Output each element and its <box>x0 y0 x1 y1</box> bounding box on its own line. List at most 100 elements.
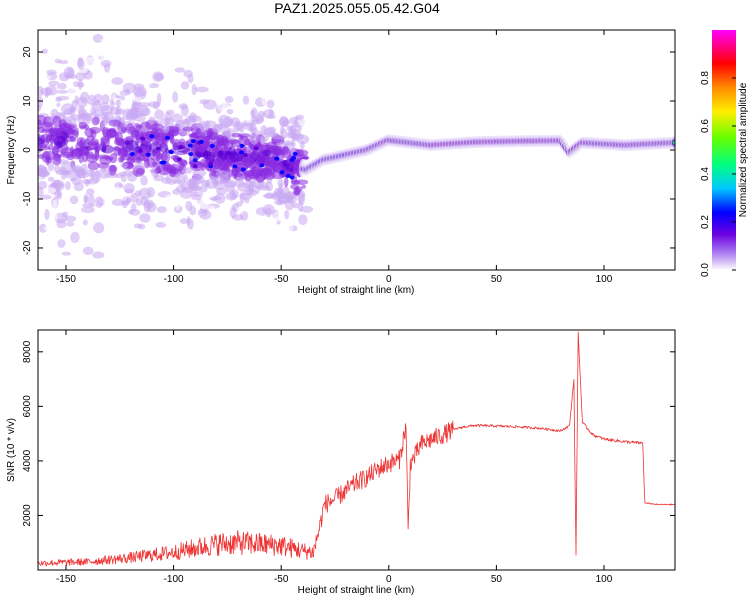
spectrogram-cell <box>69 195 79 205</box>
spectrogram-cell <box>61 174 67 180</box>
spectrogram-cell <box>247 188 255 196</box>
spectrogram-cell <box>271 134 286 140</box>
y-tick-label: 10 <box>22 95 33 107</box>
spectrogram-cell <box>244 197 250 204</box>
spectrogram-cell <box>185 200 193 211</box>
spectrogram-cell <box>177 227 191 234</box>
spectrogram-cell <box>289 175 295 180</box>
spectrogram-cell <box>58 166 67 174</box>
spectrogram-cell <box>278 182 284 195</box>
spectrogram-cell <box>73 49 79 62</box>
spectrogram-cell <box>111 77 124 86</box>
spectrogram-cell <box>99 52 113 63</box>
spectrogram-cell <box>148 116 156 123</box>
spectrogram-cell <box>162 76 171 86</box>
spectrogram-cell <box>178 160 184 172</box>
spectrogram-cell <box>194 146 207 152</box>
snr-ylabel: SNR (10 * v/v) <box>6 418 17 482</box>
spectrogram-cell <box>182 126 194 132</box>
spectrogram-cell <box>135 198 143 206</box>
spectrogram-cell <box>187 218 194 230</box>
spectrogram-cell <box>198 198 209 210</box>
spectrogram-cell <box>249 133 260 145</box>
snr-frame <box>37 329 676 571</box>
spectrogram-cell <box>44 208 50 221</box>
spectrogram-cell <box>156 206 167 214</box>
x-tick-label: -100 <box>164 274 184 285</box>
spectrogram-cell <box>77 79 83 90</box>
spectrogram-cell <box>111 198 125 207</box>
spectrogram-cell <box>199 209 212 220</box>
spectrogram-cell <box>77 35 86 41</box>
spectrogram-cell <box>122 82 136 94</box>
spectrogram-cell <box>56 102 61 107</box>
spectrogram-cell <box>49 181 64 188</box>
spectrogram-cell <box>198 139 204 144</box>
spectrogram-cell <box>38 142 43 153</box>
spectrogram-cell <box>252 194 266 202</box>
x-tick-label: -100 <box>164 574 184 585</box>
spectrogram-cell <box>159 160 165 165</box>
spectrogram-cell <box>115 105 122 118</box>
y-tick-label: 6000 <box>22 395 33 418</box>
colorbar-tick-label: 0.2 <box>700 215 711 229</box>
spectrogram-cell <box>254 114 264 125</box>
spectrogram-cell <box>87 140 98 146</box>
spectrogram-cell <box>250 107 258 119</box>
spectrogram-cell <box>209 143 215 148</box>
spectrogram-cell <box>170 155 178 161</box>
spectrogram-cell <box>54 58 62 64</box>
spectrogram-cell <box>188 152 194 157</box>
spectrogram-cell <box>214 193 226 204</box>
spectrogram-cell <box>118 171 128 177</box>
spectrogram-cell <box>102 113 109 126</box>
spectrogram-cell <box>38 114 47 126</box>
spectrogram-cell <box>274 149 282 157</box>
spectrogram-cell <box>64 181 71 191</box>
spectrogram-cell <box>70 231 80 243</box>
spectrogram-cell <box>266 99 275 109</box>
spectrogram-cell <box>251 165 263 178</box>
spectrogram-cell <box>189 112 197 122</box>
spectrogram-cell <box>69 177 77 182</box>
spectrogram-cell <box>261 142 270 147</box>
spectrogram-cell <box>182 118 191 126</box>
y-tick-label: -10 <box>22 191 33 206</box>
spectrogram-cell <box>112 93 117 101</box>
x-tick-label: -50 <box>274 274 289 285</box>
spectrogram-cell <box>192 169 207 178</box>
spectrogram-cell <box>215 170 229 177</box>
spectrogram-cell <box>300 205 314 213</box>
spectrogram-cell <box>41 150 51 163</box>
y-tick-label: -20 <box>22 240 33 255</box>
spectrogram-cell <box>92 251 105 259</box>
spectrogram-cell <box>262 109 275 119</box>
spectrogram-cell <box>52 199 58 210</box>
spectrogram-cell <box>61 251 72 256</box>
spectrogram-cell <box>120 163 129 168</box>
colorbar-tick-label: 0.0 <box>700 263 711 277</box>
spectrogram-cell <box>119 190 128 202</box>
spectrogram-cell <box>89 126 101 134</box>
spectrogram-cell <box>80 206 95 214</box>
spectrogram-cell <box>100 38 108 44</box>
spectrogram-cell <box>259 163 265 168</box>
spectrogram-cell <box>235 201 243 207</box>
spectrogram-cell <box>181 93 191 101</box>
spectrogram-cell <box>82 219 88 226</box>
spectrogram-cell <box>257 141 262 148</box>
spectrogram-cell <box>93 222 105 234</box>
spectrogram-cell <box>57 49 68 61</box>
spectrogram-cell <box>121 175 127 183</box>
spectrogram-cell <box>206 90 217 96</box>
colorbar <box>712 30 736 270</box>
spectrogram-cell <box>672 140 675 145</box>
spectrogram-cell <box>39 223 48 233</box>
spectrogram-cell <box>87 194 95 206</box>
spectrogram-cell <box>262 193 277 199</box>
spectrogram-cell <box>238 112 244 120</box>
spectrogram-cell <box>249 122 257 135</box>
spectrogram-cell <box>57 239 66 248</box>
